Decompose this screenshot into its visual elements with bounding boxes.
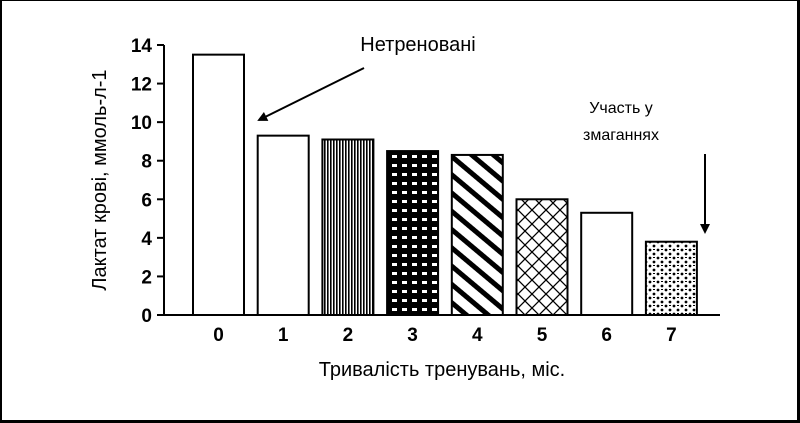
y-tick-label: 6 [141, 190, 152, 211]
annotation-competition-line1: Участь у [589, 100, 653, 117]
x-axis: 0 1 2 3 4 5 6 7 [164, 314, 720, 346]
y-axis: 0 2 4 6 8 10 12 14 [131, 36, 165, 327]
x-tick-label: 2 [343, 325, 354, 346]
bar-month-0 [192, 53, 245, 317]
bar-month-6 [580, 211, 634, 317]
bar-month-5 [515, 198, 569, 317]
y-tick-label: 4 [141, 229, 152, 250]
x-tick-label: 7 [666, 325, 677, 346]
annotation-untrained: Нетреновані [360, 34, 476, 56]
x-tick-label: 6 [601, 325, 612, 346]
annotation-untrained-arrow [257, 67, 365, 121]
y-tick-label: 0 [141, 306, 152, 327]
x-tick-label: 1 [278, 325, 289, 346]
bar-month-7 [644, 240, 698, 316]
y-tick-label: 10 [131, 113, 152, 134]
y-tick-label: 8 [141, 152, 152, 173]
bars [192, 53, 698, 317]
bar-month-2 [321, 138, 375, 316]
x-tick-label: 4 [472, 325, 483, 346]
bar-month-4 [450, 153, 504, 316]
y-tick-label: 14 [131, 36, 153, 57]
bar-month-3 [386, 150, 440, 316]
x-axis-title: Тривалість тренувань, міс. [319, 359, 565, 381]
x-tick-label: 5 [537, 325, 548, 346]
x-tick-label: 0 [213, 325, 224, 346]
annotation-competition-line2: змаганнях [583, 127, 659, 144]
bar-month-1 [256, 134, 310, 316]
x-tick-label: 3 [407, 325, 418, 346]
y-tick-label: 2 [141, 267, 152, 288]
y-axis-title: Лактат крові, ммоль-л-1 [89, 69, 111, 290]
y-tick-label: 12 [131, 75, 152, 96]
